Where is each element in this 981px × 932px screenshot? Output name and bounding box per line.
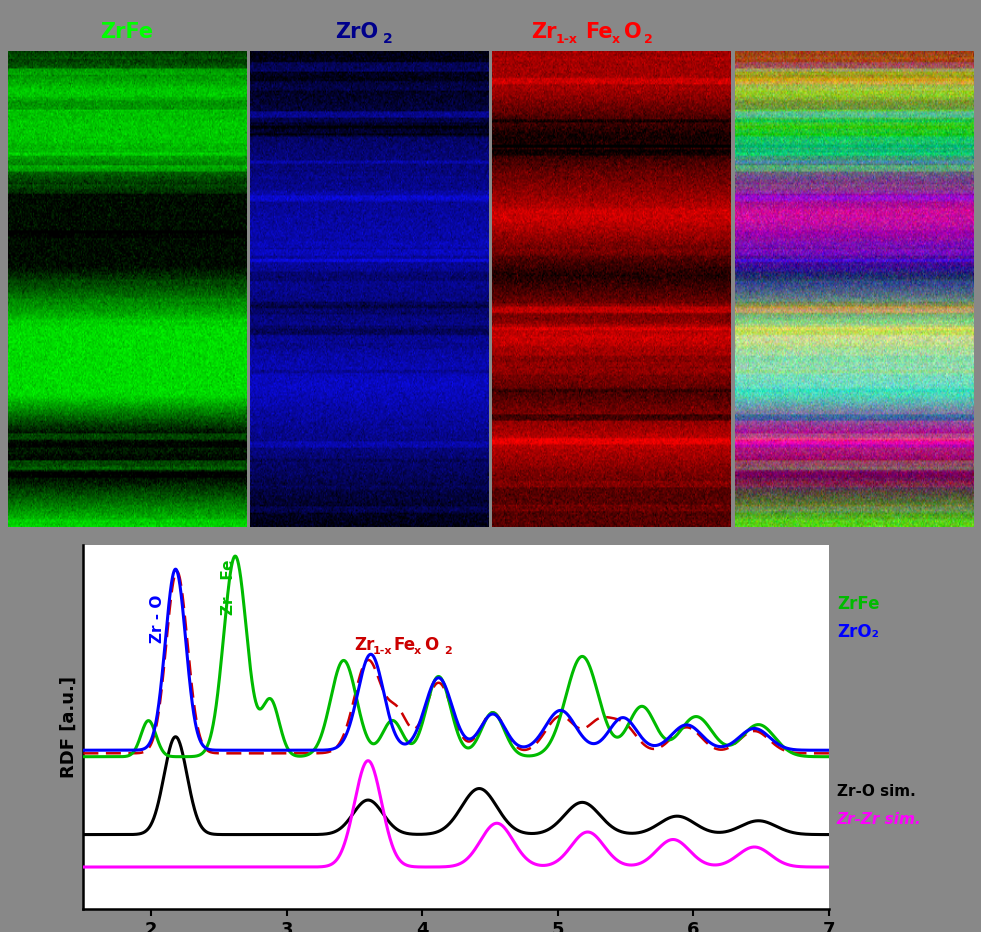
- Text: 1-x: 1-x: [373, 647, 392, 656]
- Y-axis label: RDF [a.u.]: RDF [a.u.]: [60, 676, 77, 778]
- Text: ZrO: ZrO: [336, 21, 378, 42]
- Text: Fe: Fe: [586, 21, 613, 42]
- Text: ZrFe: ZrFe: [100, 21, 154, 42]
- Text: 2: 2: [384, 32, 392, 47]
- Text: ZrO₂: ZrO₂: [837, 624, 879, 641]
- Text: Fe: Fe: [393, 636, 415, 653]
- Text: Zr: Zr: [354, 636, 375, 653]
- Text: Zr - O: Zr - O: [150, 595, 166, 643]
- Text: 2: 2: [444, 647, 451, 656]
- Text: x: x: [612, 33, 620, 46]
- Text: Zr: Zr: [532, 21, 556, 42]
- Text: ZrFe: ZrFe: [837, 595, 879, 613]
- Text: O: O: [624, 21, 642, 42]
- Text: Zr-O sim.: Zr-O sim.: [837, 784, 915, 799]
- Text: Zr - Fe: Zr - Fe: [221, 559, 235, 615]
- Text: 1-x: 1-x: [555, 33, 578, 46]
- Text: O: O: [425, 636, 439, 653]
- Text: 2: 2: [644, 33, 652, 46]
- Text: x: x: [413, 647, 421, 656]
- Text: Zr-Zr sim.: Zr-Zr sim.: [837, 812, 921, 827]
